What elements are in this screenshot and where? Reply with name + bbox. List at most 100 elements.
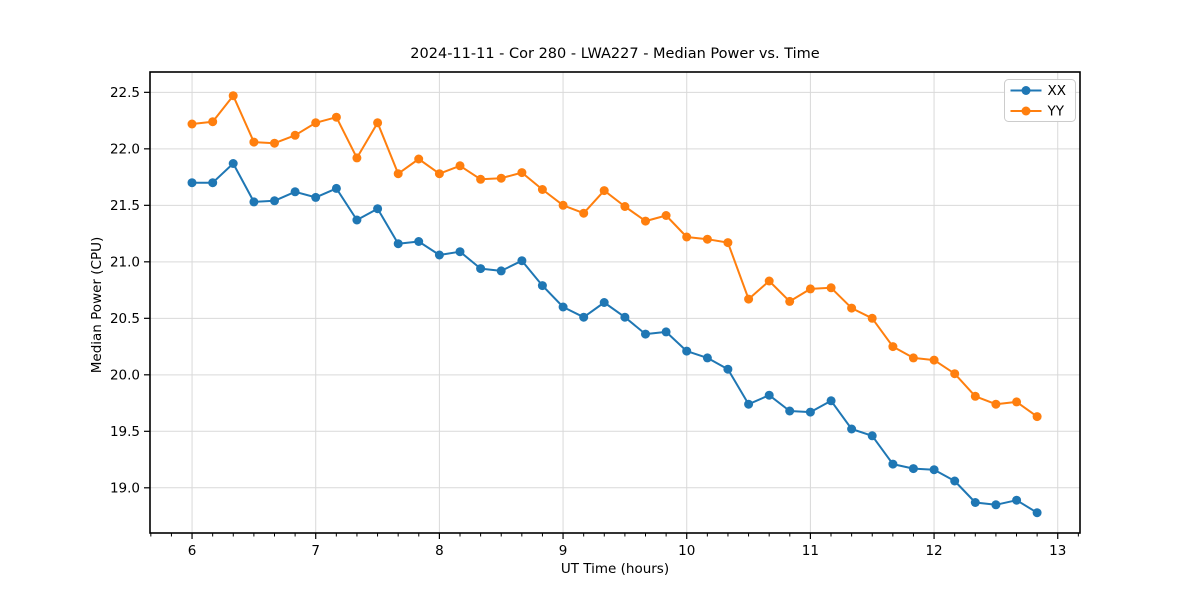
series-point-yy [764,276,774,286]
series-point-xx [496,266,506,276]
series-point-xx [785,406,795,416]
series-point-xx [187,178,197,188]
y-tick-label: 22.0 [110,141,140,157]
series-line-xx [191,162,1039,514]
series-point-xx [455,247,465,257]
series-point-yy [847,303,857,313]
chart-title: 2024-11-11 - Cor 280 - LWA227 - Median P… [410,46,820,62]
series-point-xx [661,327,671,337]
series-point-xx [702,353,712,363]
series-point-yy [373,118,383,128]
series-point-xx [950,476,960,486]
series-point-yy [455,161,465,171]
series-point-yy [805,284,815,294]
series-point-yy [187,119,197,129]
series-point-yy [537,185,547,194]
series-point-xx [764,390,774,400]
series-point-xx [682,346,692,356]
series-point-yy [599,186,609,196]
series-point-xx [867,431,877,441]
series-point-yy [682,232,692,242]
x-tick-label: 13 [1049,543,1066,559]
x-tick-label: 8 [435,543,444,559]
series-point-yy [950,369,960,379]
series-point-xx [414,237,424,246]
series-point-xx [970,498,980,507]
series-point-xx [908,464,918,474]
legend: XX YY [1004,79,1076,122]
series-point-xx [579,312,589,322]
series-point-xx [1032,508,1042,518]
series-point-yy [558,200,568,210]
series-point-yy [517,168,527,178]
series-point-yy [270,138,279,148]
series-point-yy [228,91,238,101]
series-point-yy [888,342,898,352]
series-point-xx [991,500,1001,510]
series-point-xx [393,239,403,249]
series-point-xx [373,204,383,214]
series-line-yy [191,94,1039,418]
y-tick-label: 21.5 [110,198,140,214]
series-point-yy [393,169,403,179]
series-point-xx [744,399,754,409]
x-tick-label: 6 [188,543,197,559]
series-point-yy [785,296,795,306]
x-tick-label: 11 [802,543,819,559]
series-point-xx [228,159,238,168]
series-point-yy [661,211,671,220]
series-point-yy [208,117,218,127]
series-point-xx [1012,495,1022,505]
series-point-xx [847,424,857,434]
y-tick-label: 20.0 [110,367,140,383]
series-point-yy [579,208,589,218]
series-point-yy [1032,412,1042,422]
y-tick-label: 22.5 [110,85,140,101]
plot-border [149,71,1081,534]
series-point-yy [991,399,1001,409]
series-point-yy [970,391,980,401]
series-point-xx [290,187,300,197]
series-point-yy [744,294,754,304]
y-tick-label: 19.0 [110,480,140,496]
series-point-xx [558,302,568,312]
series-point-xx [476,264,486,274]
series-point-xx [599,298,609,307]
series-point-xx [249,197,259,207]
series-point-xx [517,256,527,266]
series-point-xx [929,465,939,475]
series-point-yy [702,234,712,244]
series-point-xx [208,178,218,188]
series-point-yy [414,154,424,164]
series-point-xx [805,407,815,417]
series-point-yy [476,174,486,184]
legend-marker [1021,86,1031,95]
series-point-yy [641,216,650,226]
series-point-xx [352,215,362,225]
legend-label: YY [1047,104,1065,120]
series-point-yy [1012,397,1022,407]
x-axis-label: UT Time (hours) [560,561,670,577]
series-point-xx [641,329,650,339]
x-tick-label: 7 [311,543,320,559]
series-point-yy [908,353,918,363]
series-point-xx [434,250,444,260]
series-point-xx [331,183,341,193]
series-point-xx [537,281,547,291]
series-point-yy [496,173,506,183]
x-tick-label: 12 [925,543,942,559]
series-point-yy [311,118,321,128]
series-point-xx [888,459,898,469]
series-point-yy [434,169,444,179]
series-point-yy [723,238,733,248]
y-axis-label: Median Power (CPU) [89,236,105,374]
series-point-yy [826,283,836,293]
series-point-xx [826,396,836,406]
series-point-xx [270,196,279,206]
legend-label: XX [1048,83,1067,99]
x-tick-label: 10 [678,543,695,559]
series-point-yy [290,130,300,140]
series-point-xx [723,364,733,374]
y-tick-label: 19.5 [110,424,140,440]
